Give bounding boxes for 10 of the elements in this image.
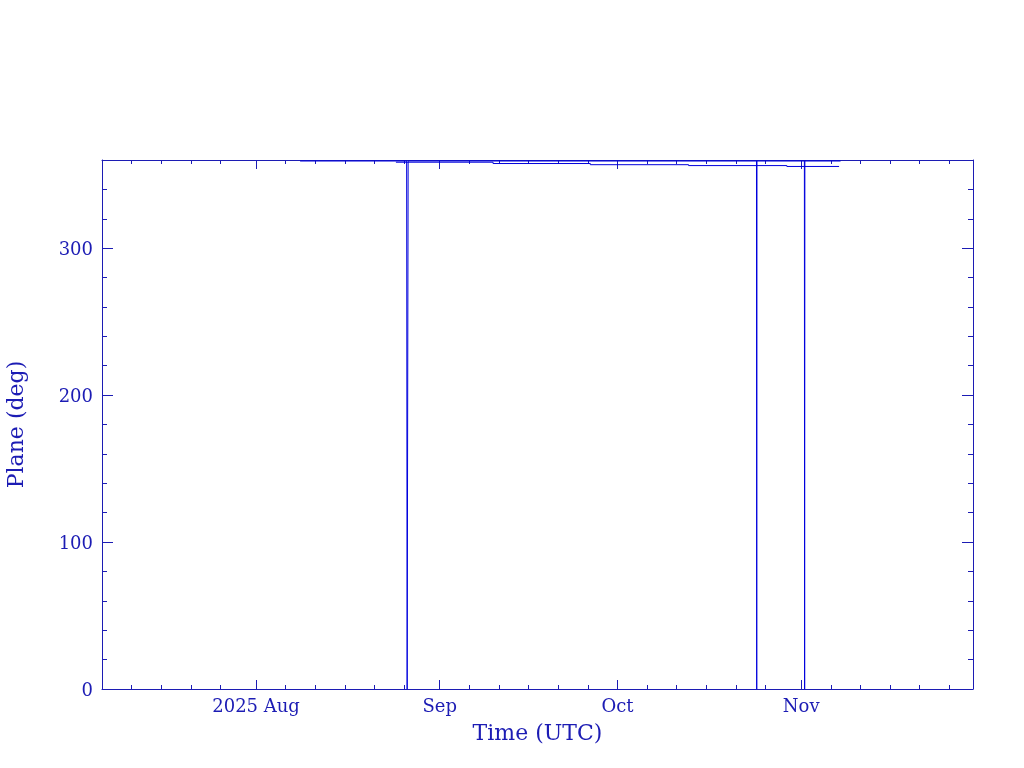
- y-tick-label: 200: [58, 384, 93, 406]
- x-tick-label: Nov: [782, 694, 821, 716]
- x-tick-label: Sep: [422, 694, 457, 716]
- y-tick-label: 300: [58, 237, 93, 259]
- x-tick-label: Oct: [601, 694, 635, 716]
- y-axis-title: Plane (deg): [2, 360, 28, 489]
- x-axis-title: Time (UTC): [472, 719, 603, 745]
- x-tick-label: 2025 Aug: [212, 694, 300, 716]
- y-tick-label: 100: [58, 531, 93, 553]
- y-tick-label: 0: [81, 678, 93, 700]
